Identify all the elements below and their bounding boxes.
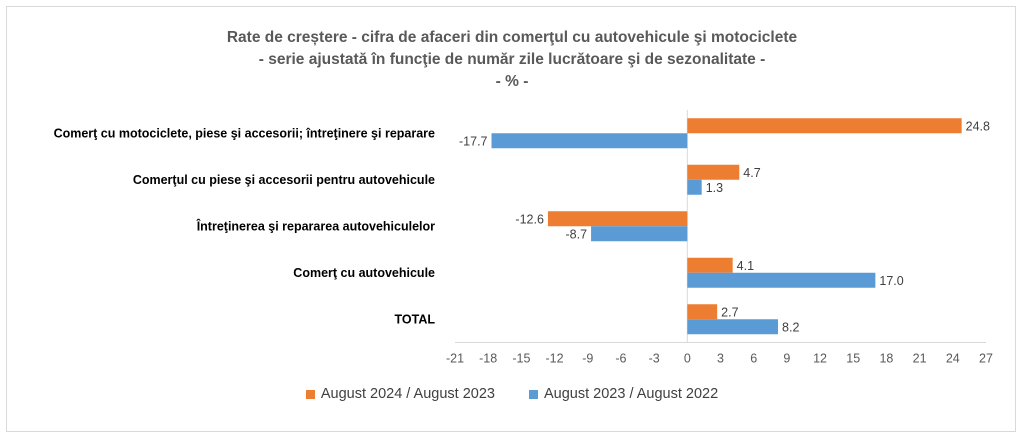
bar-series-1: [687, 118, 962, 134]
category-label: Comerţ cu autovehicule: [293, 266, 435, 280]
legend-swatch-series-2: [529, 389, 538, 399]
data-label-series-1: 4.7: [743, 166, 760, 180]
legend-label-series-2: August 2023 / August 2022: [544, 386, 719, 402]
bar-series-2: [491, 133, 688, 149]
chart-title-line-3: - % -: [495, 73, 529, 90]
category-label: Comerţul cu piese şi accesorii pentru au…: [133, 173, 435, 187]
x-tick-label: 21: [913, 352, 927, 366]
x-tick-label: 3: [717, 352, 724, 366]
x-tick-label: 18: [879, 352, 893, 366]
data-label-series-1: 4.1: [737, 259, 754, 273]
chart-title-line-2: - serie ajustată în funcţie de număr zil…: [258, 51, 766, 68]
bar-series-1: [687, 257, 733, 273]
bar-series-1: [687, 304, 718, 320]
x-tick-label: 15: [846, 352, 860, 366]
chart-title: Rate de creștere - cifra de afaceri din …: [7, 27, 1017, 93]
data-label-series-1: 24.8: [966, 119, 990, 133]
data-label-series-2: 1.3: [706, 181, 723, 195]
bar-series-2: [687, 272, 876, 288]
bar-series-1: [687, 164, 740, 180]
x-tick-label: 9: [783, 352, 790, 366]
category-label: Comerţ cu motociclete, piese şi accesori…: [54, 126, 435, 140]
x-tick-label: 0: [684, 352, 691, 366]
data-label-series-2: -17.7: [459, 134, 488, 148]
data-label-series-2: 17.0: [879, 274, 903, 288]
legend-swatch-series-1: [305, 389, 315, 399]
data-label-series-2: -8.7: [566, 227, 588, 241]
x-tick-label: 24: [946, 352, 960, 366]
x-tick-label: 12: [813, 352, 827, 366]
x-tick-label: -18: [479, 352, 497, 366]
x-tick-label: -9: [582, 352, 593, 366]
bar-series-2: [591, 226, 688, 242]
data-label-series-2: 8.2: [782, 320, 799, 334]
chart-title-line-1: Rate de creștere - cifra de afaceri din …: [226, 29, 798, 46]
chart-legend: August 2024 / August 2023 August 2023 / …: [0, 386, 1024, 402]
chart-area: Rate de creștere - cifra de afaceri din …: [6, 6, 1016, 432]
bar-series-1: [547, 211, 688, 227]
data-label-series-1: -12.6: [515, 212, 544, 226]
bar-series-2: [687, 319, 779, 335]
x-tick-label: -3: [649, 352, 660, 366]
x-tick-label: -12: [546, 352, 564, 366]
x-tick-label: 27: [979, 352, 993, 366]
x-tick-label: -15: [512, 352, 530, 366]
data-label-series-1: 2.7: [721, 305, 738, 319]
category-label: TOTAL: [394, 312, 435, 326]
bar-series-2: [687, 179, 702, 195]
x-tick-label: -21: [446, 352, 464, 366]
legend-item-series-2: August 2023 / August 2022: [529, 386, 718, 402]
x-tick-label: 6: [750, 352, 757, 366]
x-tick-label: -6: [615, 352, 626, 366]
category-label: Întreţinerea şi repararea autovehiculelo…: [196, 218, 435, 233]
legend-label-series-1: August 2024 / August 2023: [320, 386, 495, 402]
legend-item-series-1: August 2024 / August 2023: [305, 386, 495, 402]
